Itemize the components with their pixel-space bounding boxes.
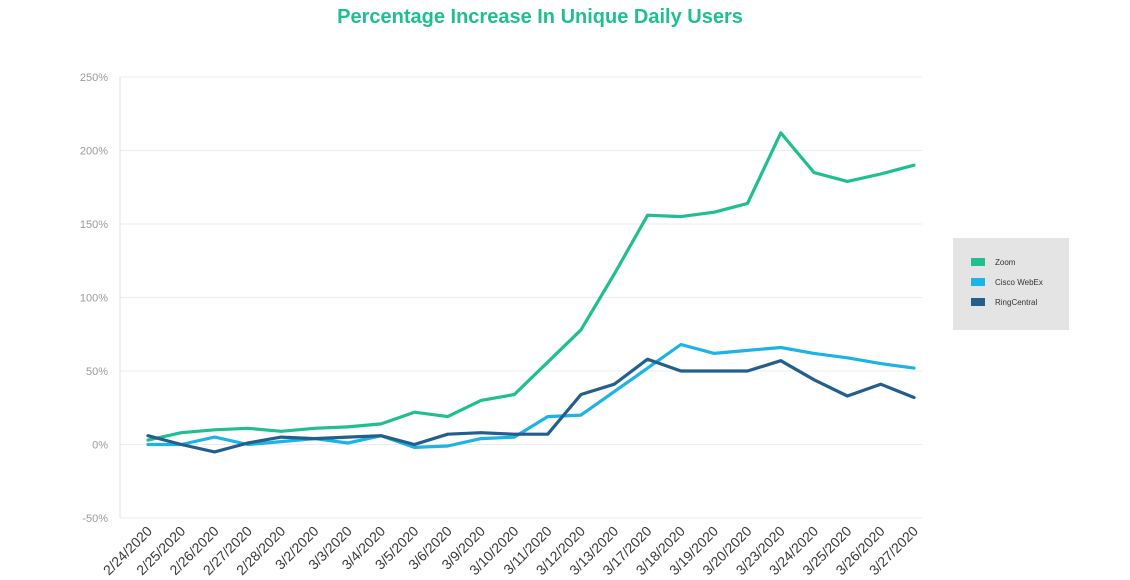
y-tick-label: 100% [80, 293, 108, 305]
legend-swatch-cisco-webex [971, 278, 985, 286]
series-line-cisco-webex [146, 342, 916, 449]
series-layer [146, 131, 916, 454]
y-tick-label: 250% [80, 72, 108, 84]
legend-label-zoom: Zoom [995, 257, 1016, 267]
series-line-ringcentral [146, 357, 916, 454]
legend-label-cisco-webex: Cisco WebEx [995, 277, 1043, 287]
legend-item-ringcentral: RingCentral [971, 296, 1037, 308]
y-tick-label: 150% [80, 219, 108, 231]
legend-item-zoom: Zoom [971, 256, 1015, 268]
axis-layer: -50% 0% 50% 100% 150% 200% 250% [80, 72, 121, 525]
x-tick-layer: 2/24/20202/25/20202/26/20202/27/20202/28… [100, 523, 922, 579]
y-tick-label: 50% [86, 366, 108, 378]
legend-swatch-ringcentral [971, 298, 985, 306]
series-line-zoom [146, 131, 916, 442]
chart-title: Percentage Increase In Unique Daily User… [337, 6, 743, 28]
y-tick-label: 200% [80, 146, 108, 158]
y-tick-label: -50% [82, 513, 108, 525]
grid-layer [120, 76, 922, 519]
legend-label-ringcentral: RingCentral [995, 297, 1038, 307]
y-tick-label: 0% [92, 440, 108, 452]
legend: Zoom Cisco WebEx RingCentral [953, 238, 1069, 330]
legend-swatch-zoom [971, 258, 985, 266]
legend-item-cisco-webex: Cisco WebEx [971, 276, 1043, 288]
